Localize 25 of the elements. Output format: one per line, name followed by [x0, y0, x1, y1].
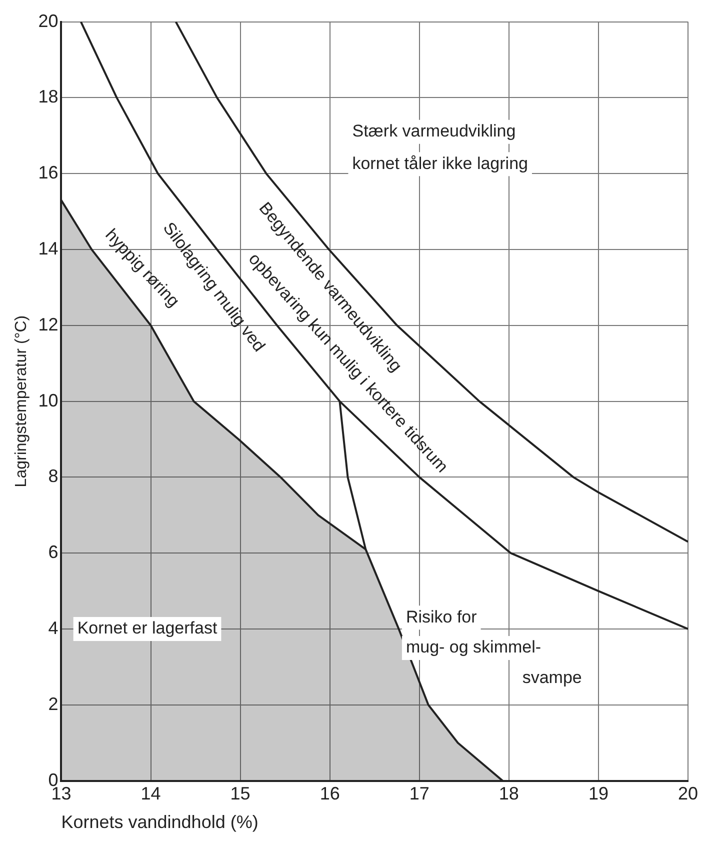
x-tick-label: 20 [678, 784, 698, 804]
annotation: kornet tåler ikke lagring [352, 154, 528, 173]
y-tick-label: 10 [38, 390, 58, 410]
x-tick-label: 18 [498, 784, 519, 804]
y-axis-title: Lagringstemperatur (°C) [13, 315, 30, 488]
annotation: svampe [522, 668, 582, 688]
y-tick-label: 6 [48, 542, 58, 562]
x-tick-label: 15 [230, 784, 250, 804]
x-tick-label: 17 [409, 784, 430, 804]
y-tick-label: 4 [48, 618, 58, 638]
annotation: mug- og skimmel- [406, 638, 542, 657]
y-tick-label: 2 [48, 694, 58, 714]
x-tick-label: 14 [140, 784, 161, 804]
x-axis-title: Kornets vandindhold (%) [61, 812, 258, 832]
annotation: Kornet er lagerfast [77, 618, 218, 638]
y-tick-label: 18 [38, 86, 58, 107]
y-tick-label: 8 [48, 466, 58, 486]
annotation: Stærk varmeudvikling [352, 122, 516, 141]
y-tick-label: 12 [38, 314, 58, 334]
x-tick-label: 16 [320, 784, 340, 804]
x-tick-label: 19 [588, 784, 608, 804]
annotation: Risiko for [406, 607, 478, 626]
y-tick-label: 20 [38, 10, 58, 31]
y-tick-label: 14 [38, 238, 58, 258]
y-tick-label: 16 [38, 162, 58, 183]
